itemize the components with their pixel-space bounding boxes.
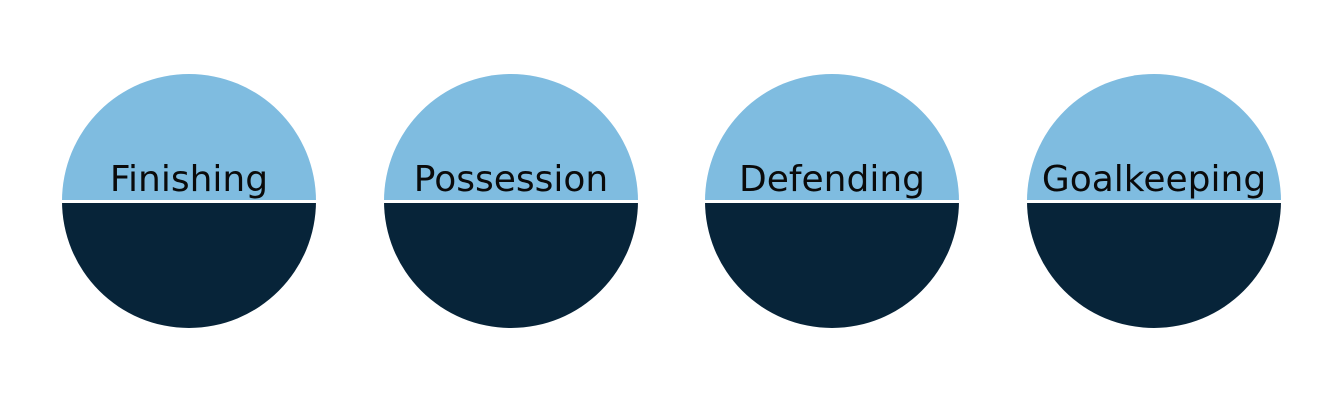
circle-label-finishing: Finishing xyxy=(109,159,269,200)
circle-top-half xyxy=(705,74,959,200)
circle-divider xyxy=(62,200,316,203)
circle-label-possession: Possession xyxy=(413,159,609,200)
circle-finishing xyxy=(62,74,316,328)
circle-top-half xyxy=(384,74,638,200)
circle-bottom-half xyxy=(705,203,959,328)
circle-divider xyxy=(384,200,638,203)
circle-top-half xyxy=(1027,74,1281,200)
circle-divider xyxy=(1027,200,1281,203)
circle-goalkeeping xyxy=(1027,74,1281,328)
circle-top-half xyxy=(62,74,316,200)
circle-label-goalkeeping: Goalkeeping xyxy=(1041,159,1267,200)
circle-bottom-half xyxy=(62,203,316,328)
circle-defending xyxy=(705,74,959,328)
circle-bottom-half xyxy=(384,203,638,328)
circle-bottom-half xyxy=(1027,203,1281,328)
circle-label-defending: Defending xyxy=(738,159,926,200)
circle-possession xyxy=(384,74,638,328)
circle-divider xyxy=(705,200,959,203)
